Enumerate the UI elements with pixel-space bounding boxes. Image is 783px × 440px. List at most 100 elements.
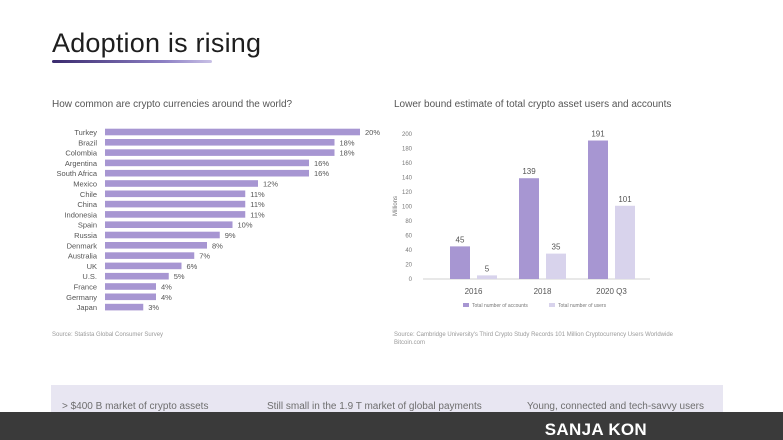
country-bar (105, 169, 309, 177)
country-value-label: 6% (187, 262, 198, 271)
country-bar (105, 272, 169, 280)
bar-value-label: 35 (552, 243, 561, 252)
x-tick-label: 2016 (465, 287, 483, 296)
country-bar (105, 293, 156, 301)
country-label: Japan (77, 303, 97, 312)
legend-label-accounts: Total number of accounts (472, 303, 528, 309)
x-tick-label: 2018 (534, 287, 552, 296)
country-value-label: 4% (161, 293, 172, 302)
left-chart-source: Source: Statista Global Consumer Survey (52, 332, 164, 338)
x-tick-label: 2020 Q3 (596, 287, 627, 296)
y-tick-label: 80 (405, 219, 412, 225)
y-tick-label: 120 (402, 190, 413, 196)
country-value-label: 4% (161, 283, 172, 292)
country-label: U.S. (82, 272, 97, 281)
accounts-bar (519, 178, 539, 279)
bar-value-label: 45 (456, 235, 465, 244)
y-tick-label: 160 (402, 161, 413, 167)
users-bar (477, 275, 497, 279)
left-chart-title: How common are crypto currencies around … (52, 99, 293, 110)
country-label: Germany (66, 293, 97, 302)
country-label: Chile (80, 190, 97, 199)
country-bar (105, 200, 246, 208)
accounts-bar (588, 140, 608, 279)
country-label: Mexico (73, 180, 97, 189)
country-value-label: 5% (174, 272, 185, 281)
country-bar (105, 190, 246, 198)
country-value-label: 18% (340, 149, 355, 158)
country-bar (105, 149, 335, 156)
country-label: UK (87, 262, 97, 271)
country-value-label: 16% (314, 169, 329, 178)
bar-value-label: 191 (591, 130, 605, 139)
country-label: Russia (74, 231, 98, 240)
country-bar (105, 303, 144, 311)
y-tick-label: 180 (402, 147, 413, 153)
country-bar (105, 252, 195, 259)
country-bar (105, 231, 220, 239)
country-bar (105, 128, 360, 136)
country-bar (105, 283, 156, 290)
y-tick-label: 140 (402, 176, 413, 182)
slide-title: Adoption is rising (52, 28, 262, 58)
country-value-label: 7% (199, 252, 210, 261)
y-tick-label: 60 (405, 234, 412, 240)
country-label: China (77, 200, 97, 209)
country-value-label: 11% (250, 210, 265, 219)
country-label: Spain (78, 221, 97, 230)
footer-band (51, 385, 723, 412)
country-value-label: 3% (148, 303, 159, 312)
users-bar (615, 205, 635, 279)
country-label: Colombia (65, 149, 98, 158)
legend-swatch-accounts (463, 303, 469, 307)
country-adoption-chart: Turkey 20% Brazil 18% Colombia 18% Argentina 16… (57, 128, 381, 312)
y-axis-label: Millions (393, 196, 399, 216)
country-bar (105, 180, 258, 187)
country-label: Turkey (74, 128, 97, 137)
right-chart-title: Lower bound estimate of total crypto ass… (394, 99, 672, 110)
title-underline (52, 60, 212, 63)
bottom-bar (0, 412, 783, 440)
y-tick-label: 0 (409, 277, 413, 283)
country-value-label: 20% (365, 128, 380, 137)
users-bar (546, 253, 566, 279)
country-value-label: 10% (238, 221, 253, 230)
country-value-label: 11% (250, 200, 265, 209)
country-label: South Africa (57, 169, 98, 178)
country-value-label: 8% (212, 241, 223, 250)
footer-point-market: > $400 B market of crypto assets (62, 401, 209, 412)
bar-value-label: 139 (522, 167, 536, 176)
country-label: Denmark (67, 241, 98, 250)
country-bar (105, 221, 233, 228)
country-value-label: 18% (340, 138, 355, 147)
legend-swatch-users (549, 303, 555, 307)
right-chart-source-line1: Source: Cambridge University's Third Cry… (394, 332, 674, 338)
watermark: SANJA KON (544, 420, 647, 439)
accounts-bar (450, 246, 470, 279)
country-label: Brazil (78, 138, 97, 147)
country-value-label: 12% (263, 180, 278, 189)
bar-value-label: 5 (485, 264, 490, 273)
y-tick-label: 20 (405, 263, 412, 269)
y-tick-label: 40 (405, 248, 412, 254)
country-label: Australia (68, 252, 98, 261)
footer-point-users: Young, connected and tech-savvy users (527, 401, 704, 412)
country-label: Argentina (65, 159, 98, 168)
crypto-users-chart: 0 20 40 60 80 100 120 140 160 180 200 Millions 45 5 20… (393, 130, 650, 309)
country-bar (105, 159, 309, 167)
country-value-label: 9% (225, 231, 236, 240)
country-bar (105, 262, 182, 270)
country-bar (105, 211, 246, 218)
country-value-label: 11% (250, 190, 265, 199)
right-chart-source-line2: Bitcoin.com (394, 340, 426, 346)
country-bar (105, 242, 207, 249)
country-value-label: 16% (314, 159, 329, 168)
country-bar (105, 139, 335, 146)
bar-value-label: 101 (618, 195, 632, 204)
legend-label-users: Total number of users (558, 303, 607, 309)
footer-point-payments: Still small in the 1.9 T market of globa… (267, 401, 482, 412)
country-label: France (74, 283, 97, 292)
y-tick-label: 200 (402, 132, 413, 138)
y-tick-label: 100 (402, 205, 413, 211)
country-label: Indonesia (64, 210, 97, 219)
